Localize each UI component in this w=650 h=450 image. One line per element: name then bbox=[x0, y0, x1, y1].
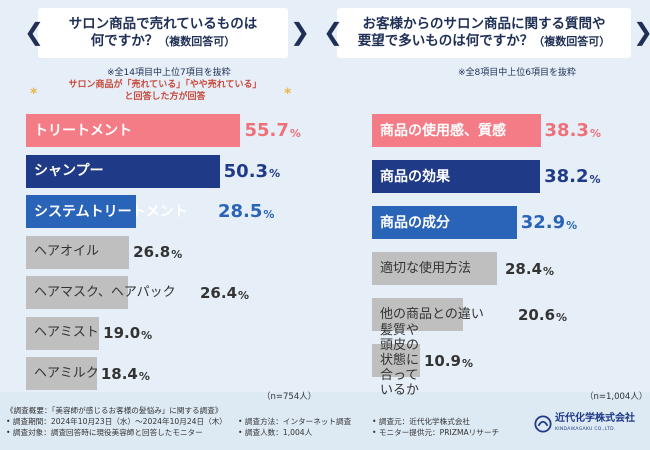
company-name-en: KINDAIKAGAKU CO.,LTD. bbox=[555, 427, 616, 432]
bar-label-1-2: 商品の成分 bbox=[380, 214, 450, 231]
bar-0-6: ヘアミルク bbox=[26, 357, 99, 390]
bar-value-number-0-5: 19.0 bbox=[103, 324, 141, 342]
company-name: 近代化学株式会社 bbox=[555, 413, 635, 424]
footer-provider: • モニター提供元：PRIZMAリサーチ bbox=[372, 428, 500, 437]
left-title-multi: （複数回答可） bbox=[158, 35, 236, 48]
bar-label-0-4: ヘアマスク、ヘアパック bbox=[34, 284, 176, 300]
left-n-label: （n=754人） bbox=[262, 392, 317, 402]
bar-value-unit-0-0: % bbox=[289, 126, 301, 140]
right-chart-title: ❮ お客様からのサロン商品に関する質問や 要望で多いものは何ですか？（複数回答可… bbox=[323, 8, 650, 58]
bar-1-4: 他の商品との違い bbox=[372, 298, 484, 331]
bar-value-unit-0-2: % bbox=[263, 207, 275, 221]
right-title-line1: お客様からのサロン商品に関する質問や bbox=[362, 16, 606, 32]
bar-label-0-6: ヘアミルク bbox=[34, 365, 99, 381]
right-panel bbox=[325, 0, 650, 392]
bar-label-1-5: 髪質や頭皮の状態に合っているか bbox=[380, 323, 420, 398]
left-chart-title: ❮ サロン商品で売れているものは 何ですか？（複数回答可） ❯ bbox=[24, 8, 310, 58]
left-title-line1: サロン商品で売れているものは bbox=[68, 16, 258, 32]
bar-0-4: ヘアマスク、ヘアパック bbox=[26, 276, 176, 309]
footer-count: • 調査人数：1,004人 bbox=[238, 428, 313, 437]
bar-value-1-4: 20.6% bbox=[518, 298, 567, 331]
bar-label-1-0: 商品の使用感、質感 bbox=[380, 122, 506, 139]
bar-value-unit-1-0: % bbox=[589, 126, 601, 140]
bar-label-0-3: ヘアオイル bbox=[34, 244, 100, 259]
footer-target: • 調査対象：調査回答時に現役美容師と回答したモニター bbox=[6, 428, 203, 437]
bar-0-0: トリートメント bbox=[26, 114, 241, 147]
bar-1-5: 髪質や頭皮の状態に合っているか bbox=[372, 323, 420, 398]
bar-label-0-1: シャンプー bbox=[34, 163, 104, 179]
bar-0-5: ヘアミスト bbox=[26, 316, 100, 350]
bar-value-1-3: 28.4% bbox=[505, 252, 554, 285]
bar-value-1-1: 38.2% bbox=[544, 160, 600, 193]
bar-value-number-1-0: 38.3 bbox=[544, 120, 589, 141]
right-n-label: （n=1,004人） bbox=[585, 392, 648, 402]
bar-value-number-1-1: 38.2 bbox=[544, 166, 589, 187]
chevron-left-icon: ❮ bbox=[24, 18, 45, 46]
bar-value-number-1-2: 32.9 bbox=[520, 212, 566, 233]
right-note: ※全8項目中上位6項目を抜粋 bbox=[458, 68, 576, 78]
bar-value-number-1-3: 28.4 bbox=[505, 259, 543, 278]
footer-method: • 調査方法：インターネット調査 bbox=[238, 417, 352, 426]
bar-label-0-2: システムトリートメント bbox=[34, 203, 188, 220]
chevron-left-icon: ❮ bbox=[323, 18, 344, 46]
bar-value-1-2: 32.9% bbox=[521, 206, 577, 239]
bar-value-unit-0-3: % bbox=[171, 248, 183, 261]
bar-value-number-0-6: 18.4 bbox=[100, 364, 138, 383]
bar-value-unit-0-5: % bbox=[141, 329, 153, 342]
bar-1-1: 商品の効果 bbox=[372, 160, 541, 193]
bar-0-1: シャンプー bbox=[26, 154, 220, 188]
bar-1-0: 商品の使用感、質感 bbox=[372, 114, 541, 147]
left-note: ※全14項目中上位7項目を抜粋 bbox=[107, 68, 231, 78]
star-left-icon: * bbox=[30, 86, 38, 102]
bar-value-number-0-3: 26.8 bbox=[133, 243, 171, 261]
footer-period: • 調査期間：2024年10月23日（水）～2024年10月24日（木） bbox=[6, 417, 227, 426]
bar-value-0-3: 26.8% bbox=[133, 236, 182, 269]
bar-value-1-5: 10.9% bbox=[424, 344, 473, 377]
bar-value-0-0: 55.7% bbox=[244, 114, 300, 147]
bar-value-number-1-5: 10.9 bbox=[423, 351, 461, 370]
footer-sponsor: • 調査元：近代化学株式会社 bbox=[372, 417, 471, 426]
bar-label-1-4: 他の商品との違い bbox=[380, 306, 484, 322]
bar-label-0-0: トリートメント bbox=[34, 122, 132, 139]
bar-value-unit-0-6: % bbox=[138, 369, 150, 383]
bar-value-0-1: 50.3% bbox=[224, 155, 280, 188]
bar-value-unit-1-1: % bbox=[589, 172, 601, 186]
bar-value-0-4: 26.4% bbox=[200, 276, 249, 309]
footer-overview: 《調査概要：「美容師が感じるお客様の髪悩み」に関する調査》 bbox=[6, 406, 223, 415]
chevron-right-icon: ❯ bbox=[633, 8, 650, 58]
bar-value-number-0-4: 26.4 bbox=[200, 283, 238, 302]
bar-value-number-0-2: 28.5 bbox=[218, 201, 263, 222]
bar-value-0-5: 19.0% bbox=[103, 317, 152, 350]
bar-value-0-2: 28.5% bbox=[218, 195, 274, 228]
left-subnote-line2: と回答した方が回答 bbox=[124, 92, 206, 102]
bar-label-0-5: ヘアミスト bbox=[34, 325, 99, 340]
company-logo: 近代化学株式会社 KINDAIKAGAKU CO.,LTD. bbox=[534, 413, 635, 435]
bar-value-unit-1-5: % bbox=[461, 356, 473, 370]
bar-value-unit-1-3: % bbox=[543, 264, 555, 278]
left-title-line2: 何ですか？ bbox=[90, 33, 159, 49]
company-logo-icon bbox=[534, 415, 552, 433]
bar-value-unit-1-2: % bbox=[566, 218, 578, 232]
left-subnote: サロン商品が「売れている」「やや売れている」 と回答した方が回答 bbox=[30, 79, 300, 103]
bar-value-unit-0-4: % bbox=[238, 288, 250, 302]
left-subnote-line1: サロン商品が「売れている」「やや売れている」 bbox=[68, 80, 262, 90]
bar-1-3: 適切な使用方法 bbox=[372, 252, 497, 285]
star-right-icon: * bbox=[284, 86, 292, 102]
bar-label-1-3: 適切な使用方法 bbox=[380, 260, 472, 276]
bar-value-unit-1-4: % bbox=[556, 310, 568, 324]
chevron-right-icon: ❯ bbox=[290, 18, 311, 46]
bar-0-3: ヘアオイル bbox=[26, 235, 130, 269]
bar-value-unit-0-1: % bbox=[269, 167, 281, 180]
bar-value-number-1-4: 20.6 bbox=[518, 305, 556, 324]
right-title-multi: （複数回答可） bbox=[533, 35, 611, 48]
bar-1-2: 商品の成分 bbox=[372, 206, 517, 239]
bar-value-0-6: 18.4% bbox=[101, 357, 150, 390]
bar-value-1-0: 38.3% bbox=[545, 114, 601, 147]
bar-value-number-0-0: 55.7 bbox=[244, 120, 289, 141]
right-title-line2: 要望で多いものは何ですか？ bbox=[357, 33, 534, 49]
bar-label-1-1: 商品の効果 bbox=[380, 168, 450, 185]
bar-0-2: システムトリートメント bbox=[26, 195, 188, 228]
bar-value-number-0-1: 50.3 bbox=[223, 160, 269, 182]
